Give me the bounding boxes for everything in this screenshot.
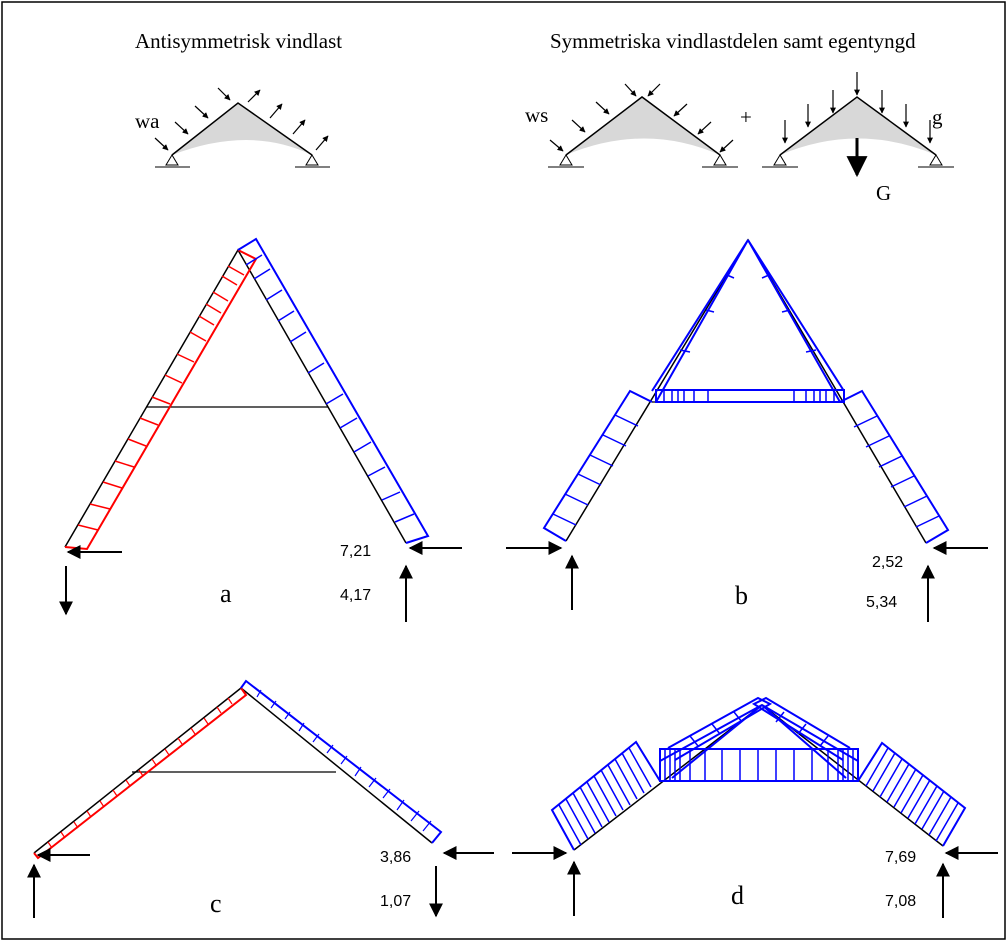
label-ws: ws bbox=[525, 103, 548, 127]
panel-c-diagram bbox=[27, 679, 494, 918]
panel-d-vertical-reaction: 7,08 bbox=[885, 893, 916, 910]
panel-a-vertical-reaction: 4,17 bbox=[340, 587, 371, 604]
panel-c-horizontal-reaction: 3,86 bbox=[380, 849, 411, 866]
panel-b-label: b bbox=[735, 581, 748, 610]
panel-c-vertical-reaction: 1,07 bbox=[380, 893, 411, 910]
panel-a-diagram bbox=[59, 237, 462, 622]
panel-b-diagram bbox=[506, 238, 988, 622]
panel-d-diagram bbox=[512, 696, 998, 918]
label-wa: wa bbox=[135, 109, 160, 133]
sketch-symmetric-wind: ws + bbox=[525, 83, 752, 168]
sketch-self-weight: g G bbox=[762, 72, 954, 205]
panel-a-horizontal-reaction: 7,21 bbox=[340, 543, 371, 560]
heading-symmetric: Symmetriska vindlastdelen samt egentyngd bbox=[550, 29, 916, 53]
label-g: g bbox=[932, 105, 943, 129]
panel-b-horizontal-reaction: 2,52 bbox=[872, 554, 903, 571]
label-G: G bbox=[876, 181, 891, 205]
panel-d-horizontal-reaction: 7,69 bbox=[885, 849, 916, 866]
sketch-antisymmetric-wind: wa bbox=[135, 87, 330, 168]
panel-d-label: d bbox=[731, 881, 744, 910]
panel-a-label: a bbox=[220, 579, 232, 608]
heading-antisymmetric: Antisymmetrisk vindlast bbox=[135, 29, 342, 53]
panel-b-vertical-reaction: 5,34 bbox=[866, 594, 897, 611]
label-plus: + bbox=[740, 105, 752, 129]
panel-c-label: c bbox=[210, 889, 222, 918]
